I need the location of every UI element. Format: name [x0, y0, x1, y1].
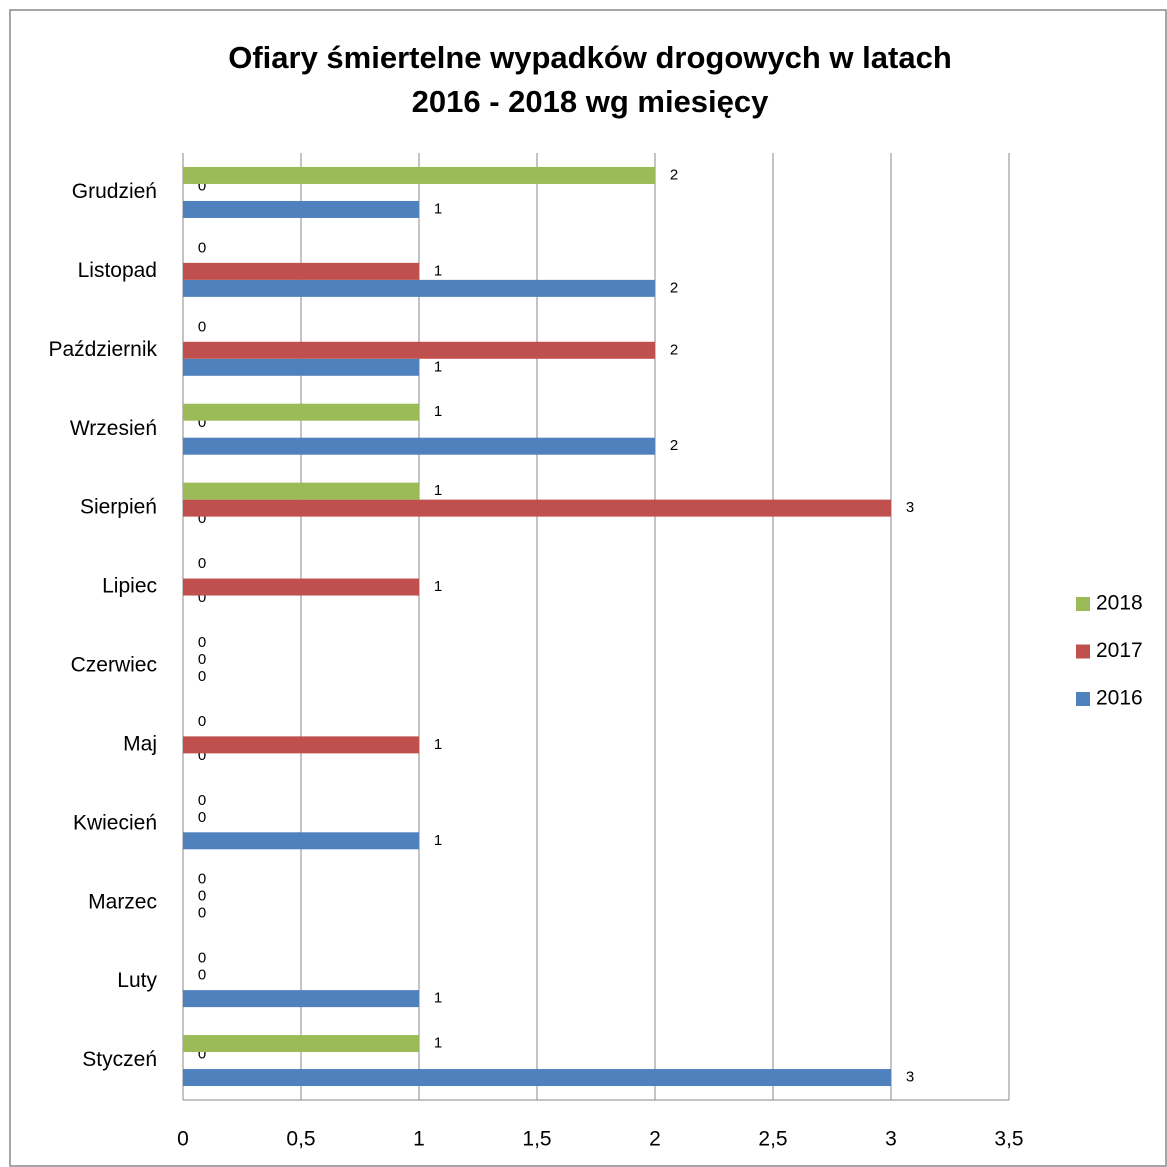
bar	[183, 578, 419, 596]
value-label: 0	[198, 950, 206, 967]
value-label: 0	[198, 888, 206, 905]
value-label: 3	[906, 1069, 914, 1086]
value-label: 0	[198, 1046, 206, 1063]
y-tick-label: Październik	[48, 338, 157, 361]
value-label: 0	[198, 239, 206, 256]
x-tick-label: 0	[177, 1128, 189, 1151]
value-label: 1	[434, 403, 442, 420]
x-tick-label: 3	[885, 1128, 897, 1151]
bar	[183, 403, 419, 421]
y-tick-label: Marzec	[88, 890, 157, 913]
value-label: 0	[198, 713, 206, 730]
legend-swatch	[1076, 597, 1090, 611]
bar	[183, 990, 419, 1008]
legend-swatch	[1076, 644, 1090, 659]
value-label: 1	[434, 1035, 442, 1052]
value-label: 1	[434, 736, 442, 753]
bar	[183, 736, 419, 754]
y-tick-label: Kwiecień	[73, 811, 157, 834]
y-tick-label: Maj	[123, 732, 157, 755]
x-tick-label: 0,5	[286, 1128, 315, 1151]
value-label: 0	[198, 318, 206, 335]
legend-label: 2016	[1096, 687, 1143, 710]
value-label: 1	[434, 832, 442, 849]
y-tick-label: Czerwiec	[71, 654, 157, 677]
bar	[183, 1035, 419, 1053]
bar	[183, 200, 419, 218]
bar	[183, 499, 891, 517]
value-label: 0	[198, 668, 206, 685]
chart-title: Ofiary śmiertelne wypadków drogowych w l…	[228, 40, 952, 75]
value-label: 1	[434, 262, 442, 279]
y-tick-label: Grudzień	[72, 180, 157, 203]
y-tick-label: Lipiec	[102, 575, 157, 598]
value-label: 3	[906, 499, 914, 516]
bar	[183, 358, 419, 376]
value-label: 0	[198, 555, 206, 572]
legend-label: 2018	[1096, 592, 1143, 615]
value-label: 0	[198, 967, 206, 984]
chart-title: 2016 - 2018 wg miesięcy	[412, 84, 770, 119]
bar	[183, 832, 419, 850]
value-label: 0	[198, 809, 206, 826]
y-tick-label: Styczeń	[82, 1048, 157, 1071]
value-label: 1	[434, 200, 442, 217]
value-label: 1	[434, 358, 442, 375]
value-label: 0	[198, 747, 206, 764]
value-label: 0	[198, 905, 206, 922]
y-tick-label: Sierpień	[80, 496, 157, 519]
value-label: 1	[434, 990, 442, 1007]
value-label: 0	[198, 651, 206, 668]
y-tick-label: Wrzesień	[70, 417, 157, 440]
bar	[183, 166, 655, 184]
value-label: 1	[434, 482, 442, 499]
value-label: 2	[670, 341, 678, 358]
value-label: 2	[670, 437, 678, 454]
value-label: 2	[670, 166, 678, 183]
x-tick-label: 2,5	[758, 1128, 787, 1151]
y-tick-label: Luty	[117, 969, 157, 992]
bar	[183, 279, 655, 297]
value-label: 0	[198, 510, 206, 527]
x-tick-label: 3,5	[994, 1128, 1023, 1151]
x-tick-label: 1,5	[522, 1128, 551, 1151]
x-tick-label: 2	[649, 1128, 661, 1151]
bar	[183, 482, 419, 500]
value-label: 0	[198, 589, 206, 606]
value-label: 2	[670, 279, 678, 296]
value-label: 0	[198, 792, 206, 809]
value-label: 0	[198, 177, 206, 194]
value-label: 0	[198, 414, 206, 431]
bar	[183, 262, 419, 280]
y-tick-label: Listopad	[78, 259, 157, 282]
value-label: 0	[198, 871, 206, 888]
bar	[183, 1069, 891, 1087]
legend-label: 2017	[1096, 639, 1143, 662]
value-label: 1	[434, 578, 442, 595]
bar	[183, 341, 655, 359]
value-label: 0	[198, 634, 206, 651]
bar	[183, 437, 655, 455]
x-tick-label: 1	[413, 1128, 425, 1151]
legend-swatch	[1076, 692, 1090, 706]
